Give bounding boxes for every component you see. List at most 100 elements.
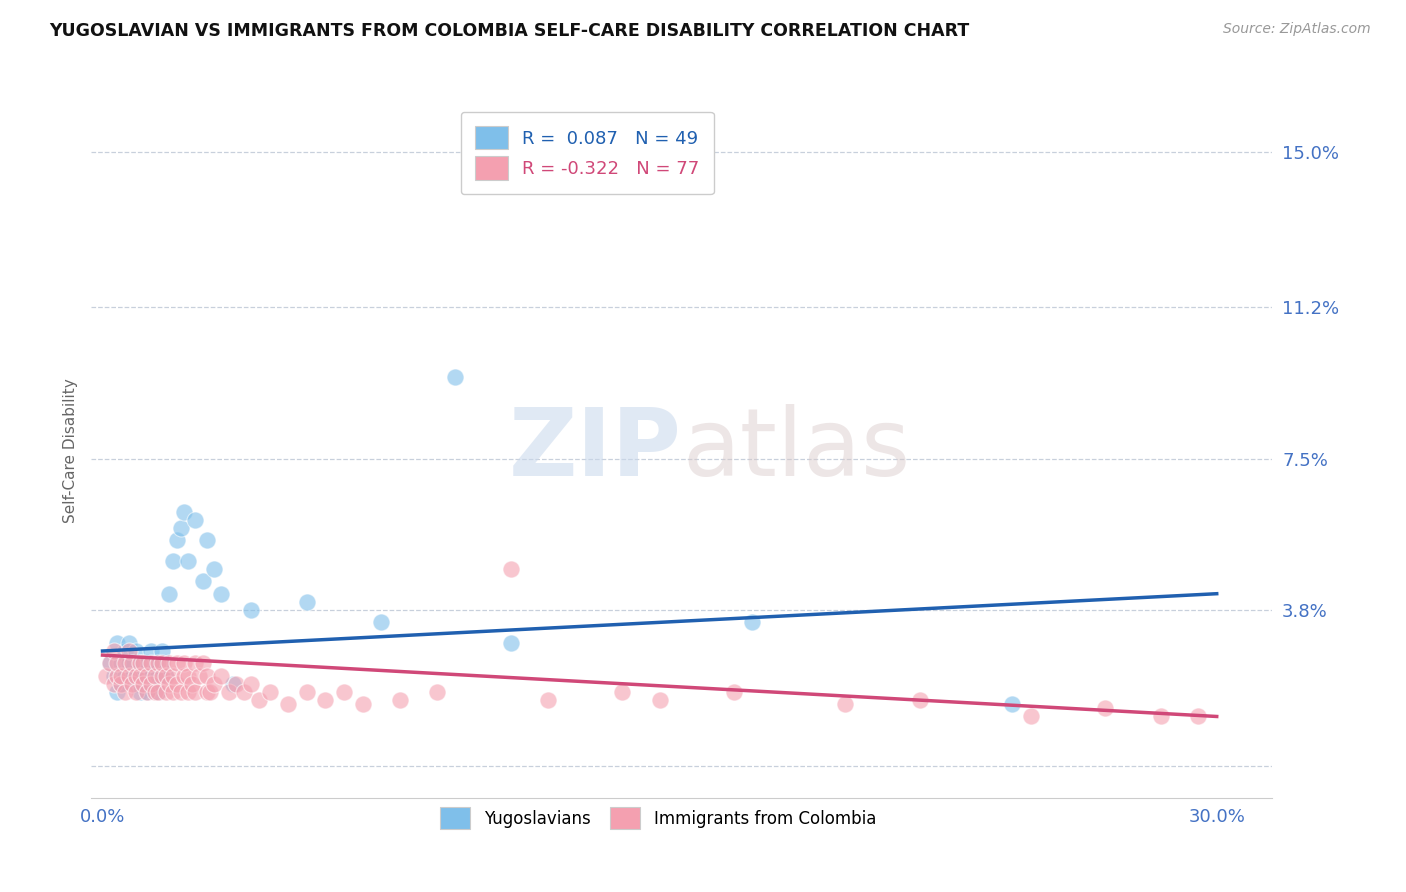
Point	[352, 697, 374, 711]
Y-axis label: Self-Care Disability: Self-Care Disability	[62, 378, 77, 523]
Point	[834, 697, 856, 711]
Point	[537, 693, 560, 707]
Point	[218, 685, 240, 699]
Point	[110, 677, 132, 691]
Point	[110, 668, 132, 682]
Point	[117, 668, 139, 682]
Point	[143, 677, 166, 691]
Point	[103, 677, 125, 691]
Point	[184, 685, 207, 699]
Point	[148, 685, 170, 699]
Legend: Yugoslavians, Immigrants from Colombia: Yugoslavians, Immigrants from Colombia	[427, 794, 890, 842]
Point	[136, 657, 159, 671]
Point	[105, 636, 128, 650]
Point	[169, 685, 191, 699]
Point	[128, 668, 150, 682]
Point	[202, 677, 225, 691]
Point	[157, 677, 180, 691]
Point	[139, 668, 162, 682]
Point	[259, 685, 281, 699]
Point	[177, 554, 200, 568]
Point	[1150, 709, 1173, 723]
Point	[202, 562, 225, 576]
Point	[333, 685, 356, 699]
Point	[240, 603, 263, 617]
Point	[143, 685, 166, 699]
Point	[114, 657, 136, 671]
Point	[136, 668, 159, 682]
Point	[180, 677, 202, 691]
Point	[177, 668, 200, 682]
Point	[121, 657, 143, 671]
Point	[173, 668, 195, 682]
Point	[277, 697, 299, 711]
Point	[114, 685, 136, 699]
Point	[166, 657, 188, 671]
Point	[98, 657, 121, 671]
Point	[157, 587, 180, 601]
Point	[96, 668, 118, 682]
Point	[150, 644, 173, 658]
Point	[177, 685, 200, 699]
Point	[195, 668, 218, 682]
Point	[195, 685, 218, 699]
Point	[444, 369, 467, 384]
Point	[499, 562, 522, 576]
Point	[105, 685, 128, 699]
Point	[162, 668, 184, 682]
Point	[114, 644, 136, 658]
Point	[232, 685, 254, 699]
Point	[162, 685, 184, 699]
Point	[184, 657, 207, 671]
Point	[173, 657, 195, 671]
Point	[117, 657, 139, 671]
Point	[150, 657, 173, 671]
Point	[162, 554, 184, 568]
Point	[125, 644, 148, 658]
Point	[209, 668, 232, 682]
Point	[426, 685, 449, 699]
Point	[1001, 697, 1024, 711]
Text: atlas: atlas	[682, 404, 910, 497]
Point	[103, 668, 125, 682]
Point	[98, 657, 121, 671]
Point	[195, 533, 218, 548]
Point	[1019, 709, 1042, 723]
Point	[295, 595, 318, 609]
Text: YUGOSLAVIAN VS IMMIGRANTS FROM COLOMBIA SELF-CARE DISABILITY CORRELATION CHART: YUGOSLAVIAN VS IMMIGRANTS FROM COLOMBIA …	[49, 22, 970, 40]
Point	[143, 657, 166, 671]
Point	[125, 677, 148, 691]
Point	[166, 677, 188, 691]
Point	[295, 685, 318, 699]
Point	[139, 677, 162, 691]
Point	[157, 657, 180, 671]
Point	[612, 685, 634, 699]
Point	[132, 668, 155, 682]
Point	[200, 685, 222, 699]
Point	[103, 644, 125, 658]
Point	[110, 657, 132, 671]
Point	[105, 668, 128, 682]
Point	[240, 677, 263, 691]
Point	[121, 657, 143, 671]
Point	[173, 505, 195, 519]
Point	[370, 615, 392, 630]
Point	[184, 513, 207, 527]
Point	[499, 636, 522, 650]
Point	[121, 677, 143, 691]
Point	[188, 668, 211, 682]
Point	[191, 657, 214, 671]
Point	[166, 533, 188, 548]
Point	[221, 677, 243, 691]
Point	[139, 657, 162, 671]
Point	[105, 657, 128, 671]
Point	[741, 615, 763, 630]
Point	[128, 657, 150, 671]
Point	[121, 668, 143, 682]
Point	[136, 685, 159, 699]
Point	[117, 636, 139, 650]
Point	[169, 521, 191, 535]
Point	[117, 644, 139, 658]
Point	[1187, 709, 1209, 723]
Point	[191, 574, 214, 589]
